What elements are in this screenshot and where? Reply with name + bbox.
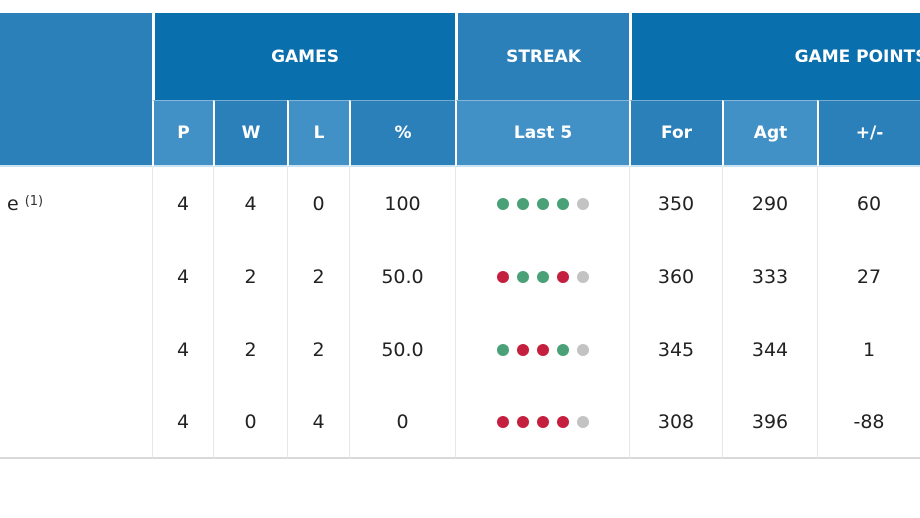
losses-cell: 4 [287,386,349,459]
streak-dot-win [556,198,569,210]
points-diff-cell: 27 [817,240,920,313]
streak-dot-empty [576,198,589,210]
column-header-points-against: Agt [722,100,818,167]
streak-cell [455,313,630,386]
streak-cell [455,386,630,459]
losses-cell: 2 [287,313,349,386]
column-header-plus-minus: +/- [817,100,920,167]
column-header-wins: W [213,100,287,167]
streak-cell [455,167,630,240]
win-percentage-cell: 50.0 [349,240,456,313]
wins-cell: 0 [213,386,287,459]
win-percentage-cell: 50.0 [349,313,456,386]
group-header-row: GAMES STREAK GAME POINTS [0,13,920,167]
column-group-streak: STREAK [455,13,630,100]
streak-dot-loss [556,416,569,428]
column-group-game-points: GAME POINTS [629,13,920,100]
streak-dot-win [556,344,569,356]
streak-dot-win [516,198,529,210]
column-header-points-for: For [629,100,723,167]
streak-dot-win [536,198,549,210]
points-diff-cell: 60 [817,167,920,240]
points-for-cell: 360 [629,240,723,313]
streak-dot-win [496,198,509,210]
wins-cell: 2 [213,313,287,386]
points-for-cell: 350 [629,167,723,240]
table-body: e (1) 4 4 0 100 350 290 60 4 2 2 50.0 360… [0,167,920,459]
column-header-win-percentage: % [349,100,456,167]
played-cell: 4 [152,240,213,313]
streak-dot-empty [576,344,589,356]
streak-dot-empty [576,271,589,283]
streak-cell [455,240,630,313]
points-diff-cell: 1 [817,313,920,386]
win-percentage-cell: 0 [349,386,456,459]
table-row: 4 2 2 50.0 360 333 27 [0,240,920,313]
team-column-header [0,13,152,167]
losses-cell: 2 [287,240,349,313]
team-seed: (1) [24,193,44,209]
streak-dot-loss [516,344,529,356]
played-cell: 4 [152,386,213,459]
points-against-cell: 344 [722,313,818,386]
team-name-cell [0,240,152,313]
streak-dot-loss [536,344,549,356]
table-row: e (1) 4 4 0 100 350 290 60 [0,167,920,240]
points-against-cell: 396 [722,386,818,459]
losses-cell: 0 [287,167,349,240]
points-diff-cell: -88 [817,386,920,459]
team-name-cell: e (1) [0,167,152,240]
standings-table: GAMES STREAK GAME POINTS P W L % Last 5 … [0,13,920,459]
sub-header-row: P W L % Last 5 For Agt +/- [0,100,920,167]
streak-dot-win [516,271,529,283]
team-name-cell [0,313,152,386]
wins-cell: 2 [213,240,287,313]
points-for-cell: 345 [629,313,723,386]
column-header-losses: L [287,100,349,167]
streak-dot-loss [556,271,569,283]
played-cell: 4 [152,313,213,386]
played-cell: 4 [152,167,213,240]
team-name-cell [0,386,152,459]
win-percentage-cell: 100 [349,167,456,240]
column-header-played: P [152,100,213,167]
column-group-games: GAMES [152,13,456,100]
streak-dot-loss [496,271,509,283]
team-name-fragment: e [7,192,19,215]
streak-dot-empty [576,416,589,428]
streak-dot-win [496,344,509,356]
points-for-cell: 308 [629,386,723,459]
points-against-cell: 290 [722,167,818,240]
streak-dot-loss [496,416,509,428]
streak-dot-loss [516,416,529,428]
table-header: GAMES STREAK GAME POINTS P W L % Last 5 … [0,13,920,167]
streak-dot-loss [536,416,549,428]
table-row: 4 0 4 0 308 396 -88 [0,386,920,459]
wins-cell: 4 [213,167,287,240]
column-header-last5: Last 5 [455,100,630,167]
points-against-cell: 333 [722,240,818,313]
standings-table-container: GAMES STREAK GAME POINTS P W L % Last 5 … [0,13,920,459]
table-row: 4 2 2 50.0 345 344 1 [0,313,920,386]
streak-dot-win [536,271,549,283]
